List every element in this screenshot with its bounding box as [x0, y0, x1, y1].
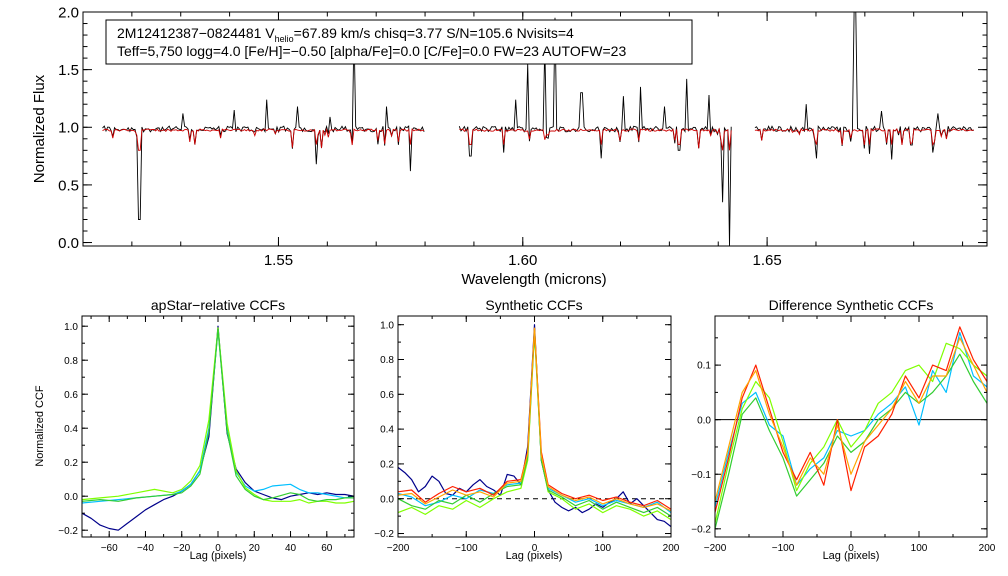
- synthetic-ccf-x-label: Lag (pixels): [506, 550, 563, 562]
- spectrum-traces: [102, 11, 974, 247]
- spectrum-axes: 1.55 1.60 1.65 0.0 0.5 1.0 1.5 2.0: [58, 4, 987, 269]
- x-tick-label: −20: [173, 543, 190, 554]
- ccf-series-visit-5: [714, 337, 988, 502]
- y-tick-label: 1.0: [380, 320, 394, 331]
- y-tick-label: 1.5: [58, 62, 79, 79]
- y-tick-label: −0.1: [691, 470, 711, 481]
- model-flux-chip-1: [102, 127, 425, 151]
- x-tick-label: −100: [455, 543, 478, 554]
- observed-flux-chip-1: [102, 29, 425, 220]
- synthetic-ccf-panel: −200 −100 0 100 200 −0.2 0.0 0.2 0.4 0.6 0.8 1.0 Sy…: [374, 297, 680, 562]
- x-tick-label: 0: [215, 543, 221, 554]
- y-tick-label: 0.8: [380, 355, 394, 366]
- y-tick-label: 0.8: [64, 356, 78, 367]
- y-tick-label: 1.0: [58, 120, 79, 137]
- y-tick-label: 0.0: [380, 494, 394, 505]
- x-tick-label: 1.60: [508, 252, 537, 269]
- difference-ccf-traces: [714, 326, 988, 529]
- apstar-ccf-traces: [81, 325, 355, 531]
- info-box: [105, 19, 693, 65]
- observed-flux-chip-3: [754, 11, 974, 160]
- x-tick-label: 0: [848, 543, 854, 554]
- ccf-series-visit-1: [714, 331, 988, 508]
- x-tick-label: −200: [704, 543, 727, 554]
- x-tick-label: 60: [321, 543, 333, 554]
- info-star-id: 2M12412387−0824481 V: [117, 25, 275, 41]
- y-tick-label: 0.1: [697, 361, 711, 372]
- difference-ccf-axes: −200 −100 0 100 200 −0.2 −0.1 0.0 0.1: [691, 316, 996, 554]
- x-tick-label: 0: [532, 543, 538, 554]
- x-tick-label: −40: [137, 543, 154, 554]
- x-tick-label: −60: [101, 543, 118, 554]
- x-tick-label: 200: [663, 543, 680, 554]
- apstar-ccf-x-label: Lag (pixels): [190, 550, 247, 562]
- y-tick-label: 0.5: [58, 177, 79, 194]
- info-line-1: 2M12412387−0824481 Vhelio=67.89 km/s chi…: [117, 25, 574, 44]
- y-tick-label: 0.4: [380, 425, 394, 436]
- y-tick-label: −0.2: [691, 524, 711, 535]
- model-flux-chip-2: [459, 127, 732, 151]
- info-stats: =67.89 km/s chisq=3.77 S/N=105.6 Nvisits…: [294, 25, 574, 41]
- y-tick-label: 0.4: [64, 424, 78, 435]
- apstar-ccf-y-label: Normalized CCF: [34, 385, 46, 467]
- ccf-series-visit-5: [397, 327, 672, 512]
- synthetic-ccf-title: Synthetic CCFs: [485, 297, 582, 313]
- info-vhelio-subscript: helio: [275, 34, 294, 44]
- difference-ccf-title: Difference Synthetic CCFs: [769, 297, 934, 313]
- x-tick-label: 1.55: [264, 252, 293, 269]
- y-tick-label: 0.0: [58, 235, 79, 252]
- model-flux-chip-3: [754, 128, 974, 146]
- y-tick-label: 2.0: [58, 4, 79, 21]
- ccf-series-visit-4: [714, 326, 988, 513]
- difference-ccf-panel: −200 −100 0 100 200 −0.2 −0.1 0.0 0.1 Difference…: [691, 297, 996, 562]
- y-tick-label: −0.2: [58, 526, 78, 537]
- x-tick-label: 200: [979, 543, 996, 554]
- y-tick-label: 0.0: [64, 492, 78, 503]
- y-tick-label: 1.0: [64, 322, 78, 333]
- ccf-series-visit-3: [81, 329, 354, 502]
- ccf-series-combined: [397, 324, 672, 528]
- info-line-2: Teff=5,750 logg=4.0 [Fe/H]=−0.50 [alpha/…: [117, 43, 626, 59]
- x-tick-label: 1.65: [753, 252, 782, 269]
- spectrum-y-label: Normalized Flux: [31, 74, 48, 183]
- x-tick-label: 40: [285, 543, 297, 554]
- ccf-series-visit-3: [714, 353, 988, 529]
- apstar-ccf-title: apStar−relative CCFs: [151, 297, 285, 313]
- y-tick-label: −0.2: [374, 529, 394, 540]
- difference-ccf-x-label: Lag (pixels): [823, 550, 880, 562]
- x-tick-label: 20: [249, 543, 261, 554]
- synthetic-ccf-traces: [397, 324, 672, 528]
- apstar-ccf-axes: −60 −40 −20 0 20 40 60 −0.2 0.0 0.2 0.4 0.6 0.8 1.0: [58, 316, 354, 554]
- y-tick-label: 0.6: [64, 390, 78, 401]
- x-tick-label: 100: [594, 543, 611, 554]
- x-tick-label: −200: [387, 543, 410, 554]
- y-tick-label: 0.6: [380, 390, 394, 401]
- synthetic-ccf-axes: −200 −100 0 100 200 −0.2 0.0 0.2 0.4 0.6 0.8 1.0: [374, 316, 680, 554]
- y-tick-label: 0.2: [64, 458, 78, 469]
- spectrum-panel: 1.55 1.60 1.65 0.0 0.5 1.0 1.5 2.0 Wavelength (…: [31, 4, 988, 288]
- apstar-ccf-panel: −60 −40 −20 0 20 40 60 −0.2 0.0 0.2 0.4 0.6 0.8 1.0 a…: [34, 297, 355, 562]
- y-tick-label: 0.2: [380, 460, 394, 471]
- x-tick-label: 100: [911, 543, 928, 554]
- y-tick-label: 0.0: [697, 415, 711, 426]
- spectrum-frame: [82, 11, 988, 247]
- x-tick-label: −100: [772, 543, 795, 554]
- spectrum-x-label: Wavelength (microns): [461, 271, 606, 288]
